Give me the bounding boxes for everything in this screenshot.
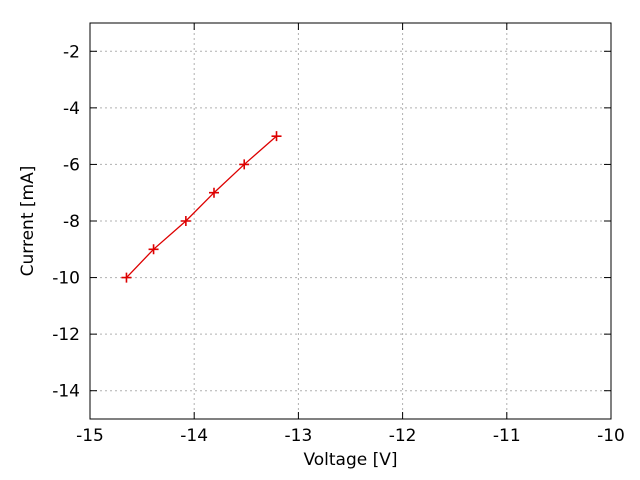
data-point-marker [271,131,282,142]
y-tick-label: -6 [63,155,80,175]
x-axis-title: Voltage [V] [303,450,398,470]
data-point-marker [239,159,250,170]
x-tick-label: -14 [180,426,208,446]
y-tick-label: -10 [52,269,80,289]
x-tick-label: -11 [493,426,521,446]
data-point-marker [121,272,132,283]
x-tick-label: -15 [76,426,104,446]
data-point-marker [148,244,159,255]
y-axis-title: Current [mA] [18,165,38,277]
y-tick-label: -2 [63,42,80,62]
plot-border [89,22,612,420]
data-point-marker [208,187,219,198]
y-tick-label: -8 [63,212,80,232]
y-tick-label: -14 [52,382,80,402]
data-line [126,135,277,279]
x-tick-label: -13 [285,426,313,446]
x-tick-label: -12 [389,426,417,446]
y-tick-label: -4 [63,99,80,119]
y-tick-label: -12 [52,325,80,345]
data-point-marker [180,216,191,226]
x-tick-label: -10 [597,426,625,446]
